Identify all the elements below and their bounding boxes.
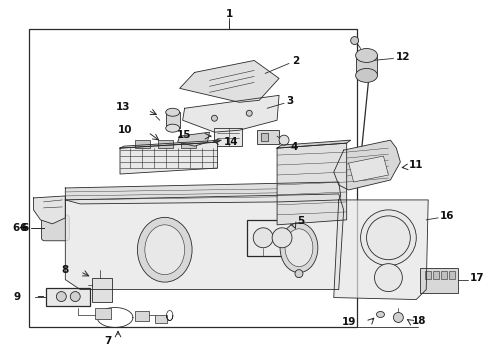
Bar bbox=[257, 130, 279, 144]
Text: 15: 15 bbox=[177, 130, 191, 140]
Circle shape bbox=[393, 312, 403, 323]
Ellipse shape bbox=[285, 229, 312, 267]
Bar bbox=[135, 140, 149, 148]
Text: 16: 16 bbox=[439, 211, 454, 221]
Bar bbox=[261, 133, 267, 141]
Text: 1: 1 bbox=[225, 9, 232, 19]
Text: 6→: 6→ bbox=[13, 223, 28, 233]
Bar bbox=[247, 220, 296, 256]
Text: 17: 17 bbox=[469, 273, 484, 283]
Circle shape bbox=[350, 37, 358, 45]
Bar bbox=[419, 268, 457, 293]
Text: 19: 19 bbox=[342, 318, 356, 328]
Circle shape bbox=[70, 292, 80, 302]
Text: 5: 5 bbox=[296, 216, 304, 226]
Ellipse shape bbox=[280, 223, 317, 273]
Circle shape bbox=[211, 115, 217, 121]
Text: 12: 12 bbox=[395, 53, 409, 63]
Polygon shape bbox=[34, 196, 65, 224]
Text: 11: 11 bbox=[407, 160, 422, 170]
Text: 6: 6 bbox=[19, 223, 26, 233]
Bar bbox=[165, 112, 179, 128]
Bar bbox=[214, 128, 242, 146]
Text: 4: 4 bbox=[290, 142, 298, 152]
Bar bbox=[28, 28, 356, 328]
Ellipse shape bbox=[165, 124, 179, 132]
Polygon shape bbox=[177, 132, 209, 146]
Bar bbox=[180, 140, 195, 148]
Polygon shape bbox=[333, 140, 400, 190]
Circle shape bbox=[279, 135, 288, 145]
Bar bbox=[355, 55, 377, 75]
Text: 13: 13 bbox=[115, 102, 130, 112]
Circle shape bbox=[374, 264, 402, 292]
Circle shape bbox=[56, 292, 66, 302]
Bar bbox=[155, 315, 166, 323]
Text: 9: 9 bbox=[14, 292, 20, 302]
Bar bbox=[440, 271, 446, 279]
Bar bbox=[425, 271, 430, 279]
Polygon shape bbox=[333, 200, 427, 300]
Polygon shape bbox=[120, 140, 221, 148]
Polygon shape bbox=[277, 140, 350, 148]
Bar bbox=[92, 278, 112, 302]
Ellipse shape bbox=[355, 49, 377, 62]
Circle shape bbox=[246, 110, 252, 116]
Circle shape bbox=[253, 228, 272, 248]
Polygon shape bbox=[182, 95, 279, 132]
Polygon shape bbox=[65, 182, 340, 204]
Polygon shape bbox=[65, 194, 343, 289]
Bar bbox=[46, 288, 90, 306]
FancyBboxPatch shape bbox=[41, 215, 69, 241]
Text: 10: 10 bbox=[117, 125, 132, 135]
Ellipse shape bbox=[376, 311, 384, 318]
Ellipse shape bbox=[165, 108, 179, 116]
Polygon shape bbox=[179, 60, 279, 102]
Polygon shape bbox=[277, 143, 346, 225]
Bar bbox=[432, 271, 438, 279]
Text: 18: 18 bbox=[411, 316, 426, 327]
Circle shape bbox=[271, 228, 291, 248]
Ellipse shape bbox=[355, 68, 377, 82]
Text: 2: 2 bbox=[291, 57, 299, 67]
Text: 14: 14 bbox=[223, 137, 238, 147]
Polygon shape bbox=[348, 156, 387, 182]
Bar bbox=[95, 307, 111, 319]
Ellipse shape bbox=[144, 225, 184, 275]
Circle shape bbox=[360, 210, 415, 266]
Text: 7: 7 bbox=[104, 336, 112, 346]
Bar bbox=[448, 271, 454, 279]
Ellipse shape bbox=[137, 217, 192, 282]
Polygon shape bbox=[120, 142, 217, 174]
Text: 3: 3 bbox=[285, 96, 293, 106]
Text: 6: 6 bbox=[21, 223, 28, 233]
Circle shape bbox=[294, 270, 302, 278]
Text: 8: 8 bbox=[61, 265, 68, 275]
Bar bbox=[158, 140, 172, 148]
Bar bbox=[135, 311, 148, 321]
